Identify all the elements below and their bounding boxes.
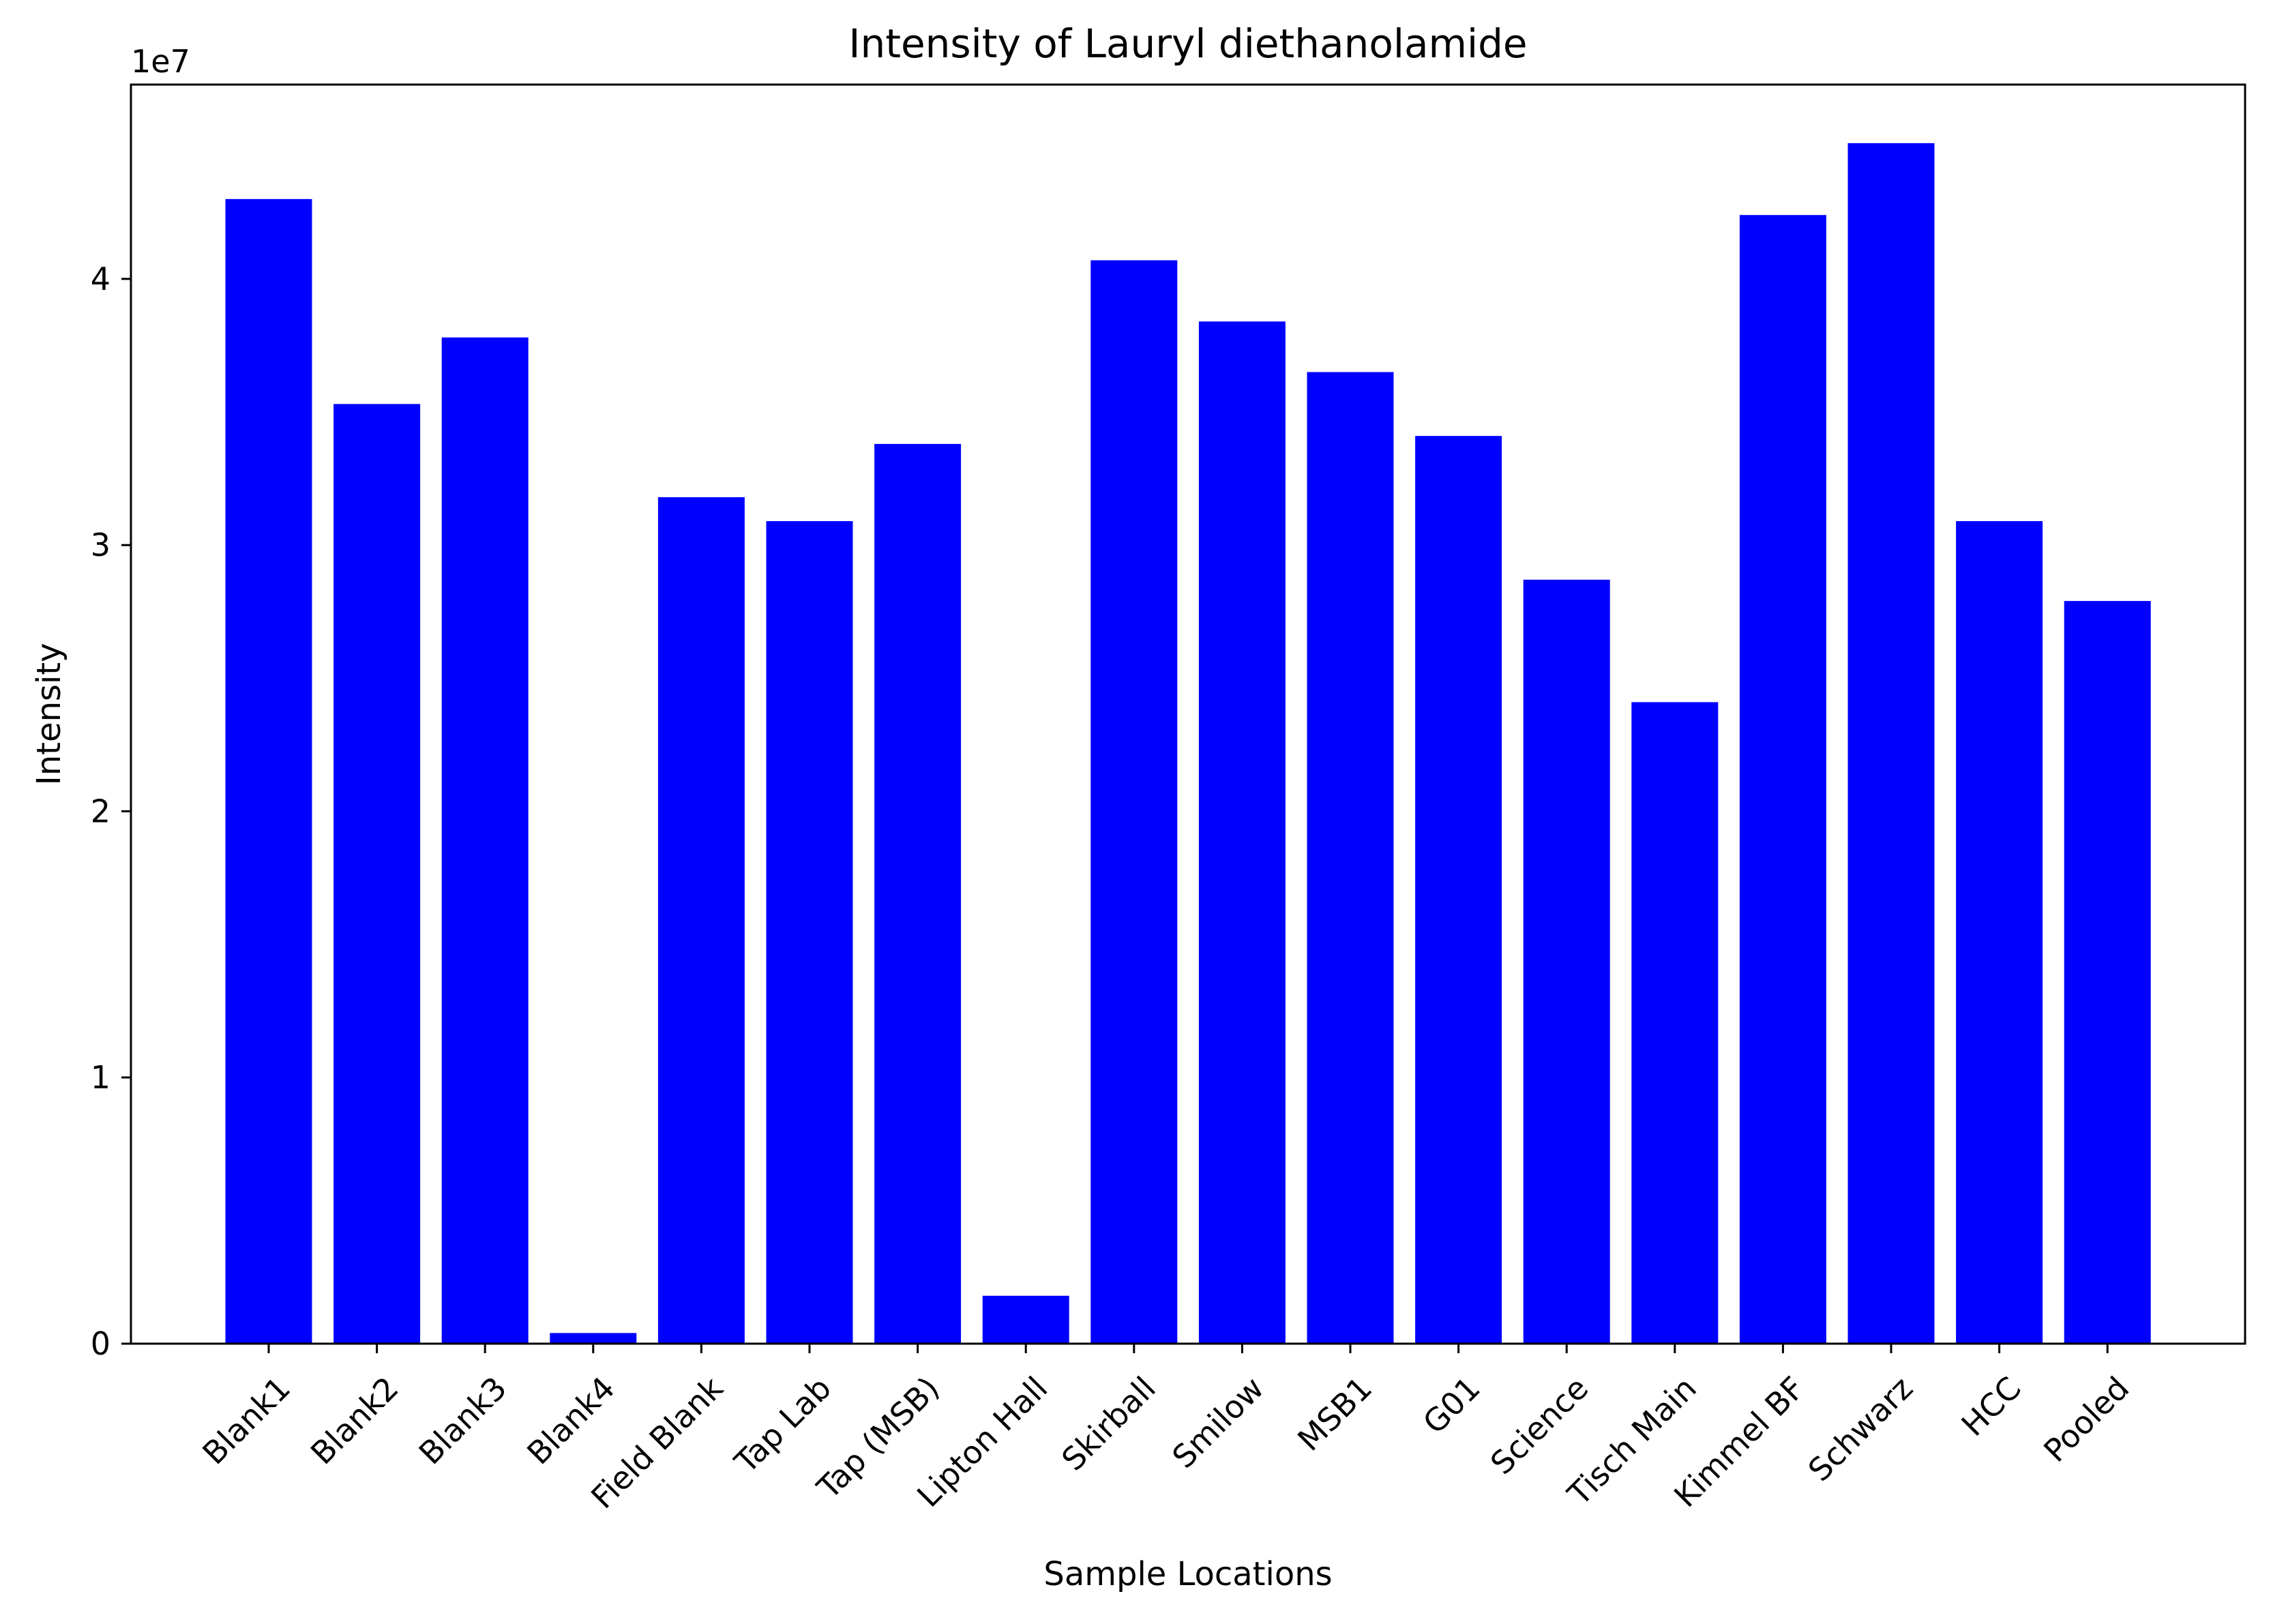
chart-title: Intensity of Lauryl diethanolamide (848, 20, 1527, 67)
bar-tap-msb (874, 443, 962, 1344)
bar-blank1 (225, 198, 312, 1344)
bar-msb1 (1307, 372, 1394, 1344)
x-tick-label: Blank2 (303, 1370, 406, 1472)
y-tick-label: 4 (91, 261, 110, 297)
x-axis-label: Sample Locations (1043, 1555, 1332, 1593)
y-axis-label: Intensity (30, 643, 68, 786)
x-tick-label: MSB1 (1290, 1370, 1379, 1458)
y-axis-offset-label: 1e7 (131, 43, 190, 80)
bar-kimmel-bf (1739, 215, 1826, 1344)
bar-skirball (1090, 260, 1178, 1344)
x-tick-label: Schwarz (1801, 1370, 1920, 1488)
x-tick-label: Blank3 (412, 1370, 514, 1472)
y-tick-label: 0 (91, 1325, 110, 1362)
y-tick-label: 2 (91, 793, 110, 829)
x-tick-label: Pooled (2036, 1370, 2136, 1469)
y-tick-label: 1 (91, 1059, 110, 1096)
y-axis: 0 1 2 3 4 (91, 261, 131, 1362)
x-tick-label: Blank1 (195, 1370, 297, 1472)
plot-frame (130, 83, 2246, 1345)
bar-smilow (1198, 321, 1286, 1344)
bar-science (1523, 579, 1610, 1344)
bar-blank4 (550, 1333, 637, 1344)
x-tick-label: Blank4 (520, 1370, 622, 1472)
x-tick-label: Tap Lab (727, 1370, 838, 1481)
x-tick-label: Science (1483, 1370, 1595, 1481)
x-tick-label: G01 (1416, 1370, 1487, 1441)
x-tick-label: Smilow (1165, 1370, 1271, 1475)
bar-hcc (1956, 521, 2043, 1344)
x-tick-label: Skirball (1054, 1370, 1163, 1478)
bar-tap-lab (766, 521, 853, 1344)
bar-lipton-hall (982, 1295, 1069, 1344)
bar-schwarz (1847, 143, 1935, 1344)
bars-group (225, 143, 2151, 1344)
x-tick-label: HCC (1955, 1370, 2028, 1443)
bar-blank3 (441, 337, 529, 1344)
bar-pooled (2064, 601, 2151, 1344)
y-tick-label: 3 (91, 527, 110, 563)
bar-blank2 (333, 404, 421, 1344)
bar-g01 (1415, 436, 1502, 1344)
bar-field-blank (657, 497, 745, 1344)
bar-tisch-main (1631, 702, 1719, 1344)
